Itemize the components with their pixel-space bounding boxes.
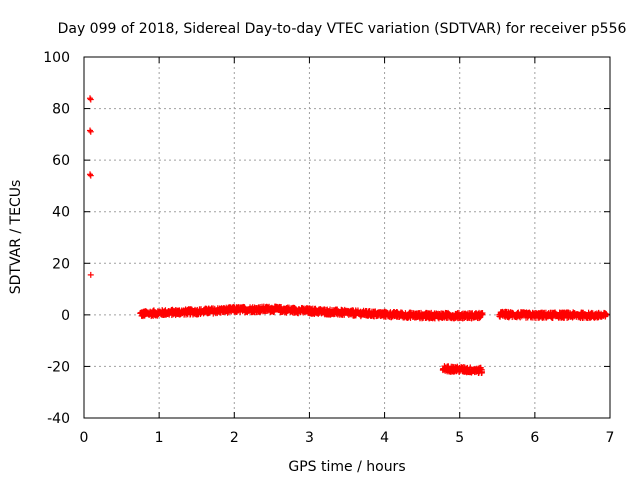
- data-point: [87, 271, 94, 278]
- y-tick-label: 100: [43, 50, 70, 66]
- x-tick-label: 2: [230, 430, 239, 446]
- grid: [84, 57, 610, 418]
- x-tick-label: 1: [155, 430, 164, 446]
- data-point: [479, 311, 486, 318]
- x-tick-label: 5: [455, 430, 464, 446]
- x-tick-label: 7: [606, 430, 615, 446]
- y-tick-label: 60: [52, 153, 70, 169]
- y-tick-label: 40: [52, 205, 70, 221]
- y-tick-label: 20: [52, 256, 70, 272]
- data-point: [87, 127, 94, 134]
- data-point: [478, 368, 485, 375]
- data-point: [87, 172, 94, 179]
- y-tick-label: -40: [47, 411, 70, 427]
- x-axis-label: GPS time / hours: [288, 459, 405, 475]
- y-tick-label: 0: [61, 308, 70, 324]
- data-points: [87, 95, 610, 377]
- chart-title: Day 099 of 2018, Sidereal Day-to-day VTE…: [58, 21, 627, 37]
- x-tick-label: 3: [305, 430, 314, 446]
- y-tick-label: 80: [52, 102, 70, 118]
- x-tick-label: 0: [80, 430, 89, 446]
- data-point: [603, 311, 610, 318]
- data-point: [87, 96, 94, 103]
- x-tick-label: 4: [380, 430, 389, 446]
- axis-ticks: 0 1 2 3 4 5 6 7 -40 -20 0 20 40 60 80 100: [43, 50, 614, 446]
- data-point: [87, 128, 94, 135]
- data-point: [87, 171, 94, 178]
- y-axis-label: SDTVAR / TECUs: [8, 180, 24, 295]
- plot-frame: [83, 56, 611, 419]
- data-point: [602, 312, 609, 319]
- y-tick-label: -20: [47, 359, 70, 375]
- x-tick-label: 6: [530, 430, 539, 446]
- data-point: [87, 95, 94, 102]
